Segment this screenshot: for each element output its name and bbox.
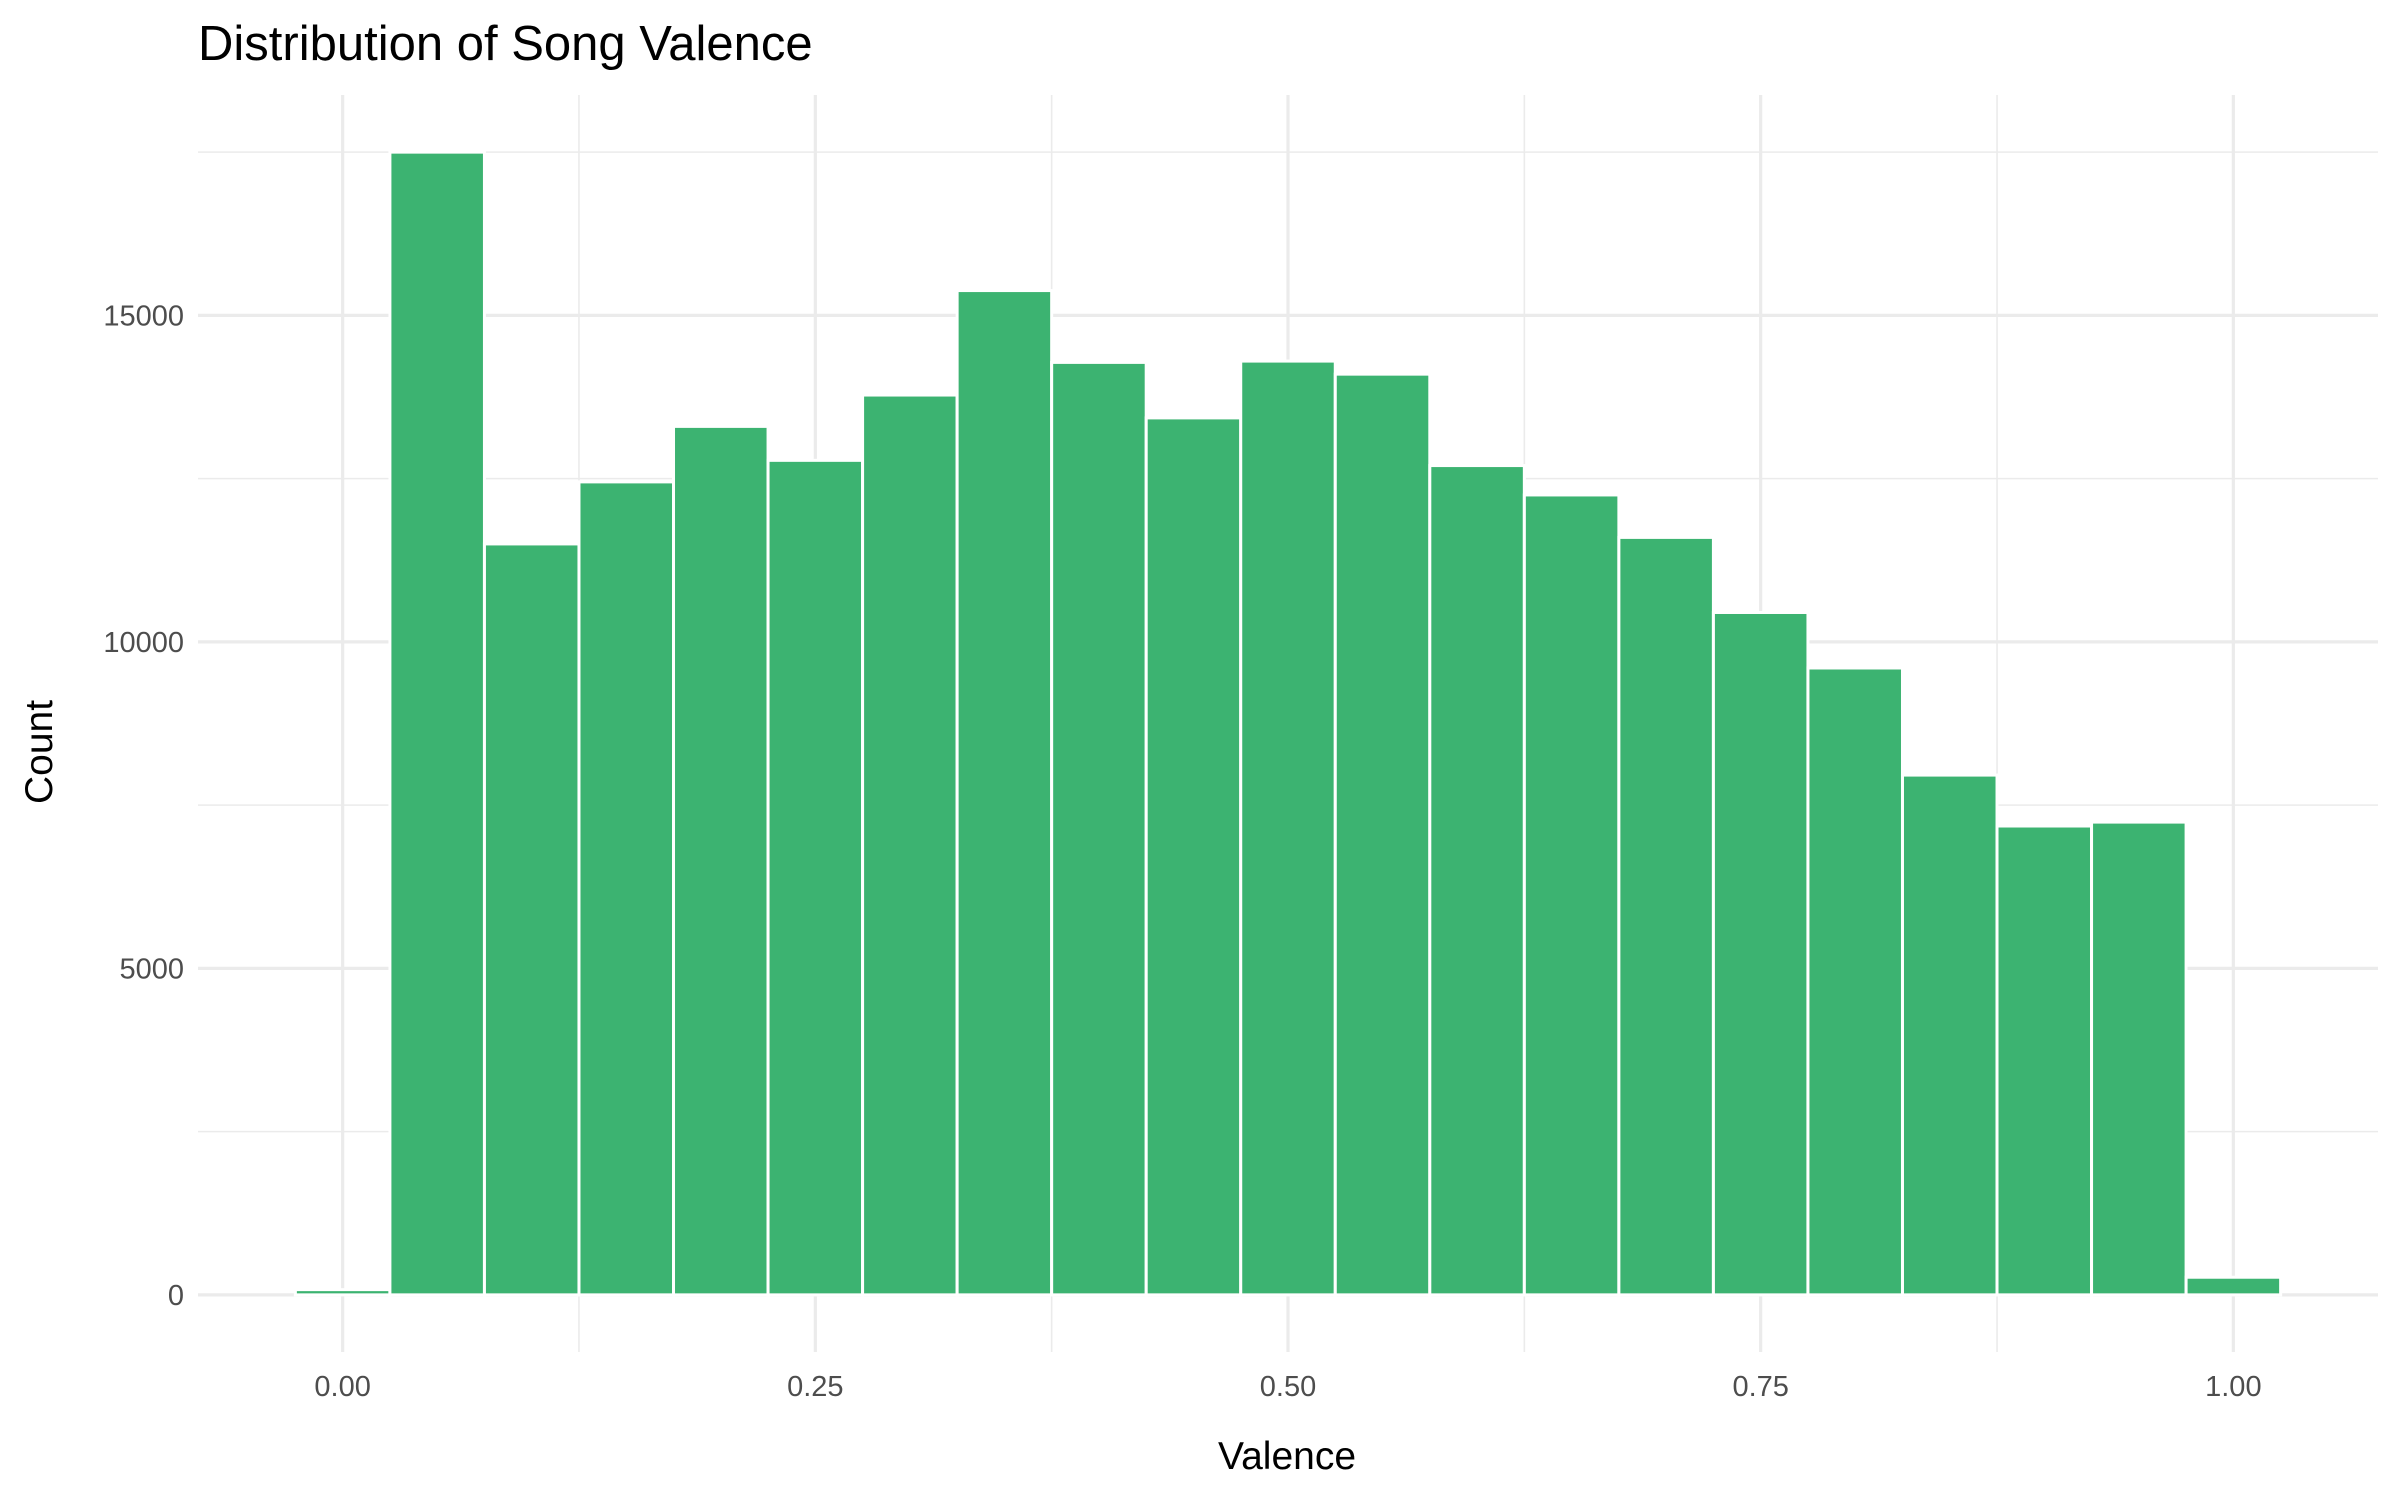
histogram-bar [388, 150, 486, 1297]
x-axis-ticks: 0.00 0.25 0.50 0.75 1.00 [314, 1371, 2261, 1403]
histogram-bar [482, 542, 581, 1297]
histogram-bar [1617, 535, 1715, 1297]
histogram-bar [577, 480, 676, 1297]
histogram-bar [293, 1288, 392, 1297]
y-axis-title: Count [18, 700, 61, 804]
histogram-bars [293, 150, 2283, 1297]
x-tick-label: 0.50 [1260, 1371, 1316, 1403]
histogram-bar [1522, 493, 1621, 1297]
histogram-bar [672, 424, 770, 1297]
x-tick-label: 0.00 [314, 1371, 370, 1403]
histogram-bar [2090, 820, 2188, 1297]
histogram-bar [1333, 372, 1432, 1297]
y-tick-label: 15000 [103, 300, 184, 332]
histogram-bar [1806, 666, 1904, 1297]
histogram-bar [1995, 824, 2094, 1297]
y-axis-ticks: 0 5000 10000 15000 [103, 300, 184, 1311]
histogram-bar [1144, 416, 1243, 1297]
x-tick-label: 1.00 [2205, 1371, 2261, 1403]
x-tick-label: 0.75 [1732, 1371, 1788, 1403]
histogram-bar [1050, 360, 1148, 1297]
histogram-bar [861, 393, 959, 1297]
y-tick-label: 5000 [119, 953, 184, 985]
x-axis-title: Valence [1218, 1435, 1356, 1478]
histogram-bar [766, 458, 865, 1297]
chart-title: Distribution of Song Valence [198, 17, 813, 71]
histogram-bar [955, 289, 1054, 1297]
histogram-bar [1428, 464, 1526, 1297]
x-tick-label: 0.25 [787, 1371, 843, 1403]
histogram-bar [1900, 773, 1999, 1297]
histogram-bar [1711, 610, 1810, 1297]
histogram-bar [2184, 1275, 2283, 1297]
y-tick-label: 10000 [103, 627, 184, 659]
histogram-bar [1239, 359, 1337, 1297]
y-tick-label: 0 [168, 1280, 184, 1312]
